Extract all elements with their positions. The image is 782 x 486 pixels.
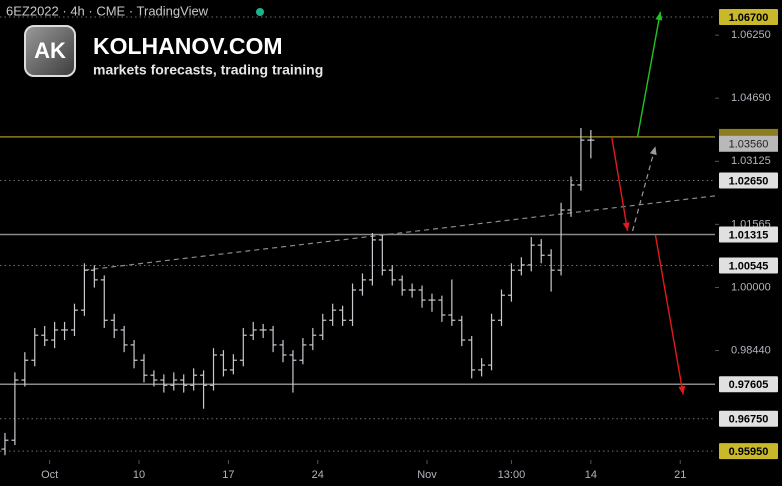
level-label: 0.97605 [729, 379, 769, 391]
level-label-box [719, 8, 778, 25]
level-label-box [719, 172, 778, 189]
tagline: markets forecasts, trading training [93, 62, 323, 78]
y-tick-label: 1.04690 [731, 92, 771, 104]
x-tick-label: 10 [133, 469, 145, 481]
arrow-head [649, 146, 657, 156]
status-dot [256, 8, 264, 16]
last-price-box [719, 135, 778, 152]
x-tick-label: 14 [585, 469, 597, 481]
y-tick-label: 1.03125 [731, 155, 771, 167]
arrow-head [622, 222, 630, 232]
annotation-line [636, 11, 662, 138]
x-tick-label: 13:00 [498, 469, 526, 481]
last-price-label: 1.03560 [729, 139, 769, 151]
chart-title: 6EZ2022 · 4h · CME · TradingView [6, 3, 209, 18]
level-label-box [719, 226, 778, 243]
level-label: 1.02650 [729, 175, 769, 187]
brand: KOLHANOV.COM [93, 33, 283, 59]
arrow-head [655, 11, 663, 21]
plot [0, 11, 719, 464]
level-label: 1.01315 [729, 229, 769, 241]
level-label: 1.06700 [729, 12, 769, 24]
annotation-line [631, 146, 656, 232]
x-tick-label: 17 [222, 469, 234, 481]
level-label-box [719, 410, 778, 427]
y-tick-label: 1.00000 [731, 281, 771, 293]
annotation-line [654, 234, 684, 395]
y-tick-label: 0.98440 [731, 344, 771, 356]
annotation-line [611, 136, 629, 232]
x-tick-label: Nov [417, 469, 437, 481]
level-label: 0.95950 [729, 446, 769, 458]
level-label-box [719, 257, 778, 274]
annotation-line [84, 195, 716, 271]
level-label-box [719, 376, 778, 393]
level-label: 1.00545 [729, 260, 769, 272]
level-label: 0.96750 [729, 414, 769, 426]
x-tick-label: Oct [41, 469, 58, 481]
level-label-box [719, 443, 778, 460]
arrow-head [678, 385, 686, 395]
x-tick-label: 21 [674, 469, 686, 481]
logo [24, 25, 76, 77]
y-tick-label: 1.06250 [731, 29, 771, 41]
x-tick-label: 24 [312, 469, 324, 481]
logo-text: AK [34, 38, 66, 63]
